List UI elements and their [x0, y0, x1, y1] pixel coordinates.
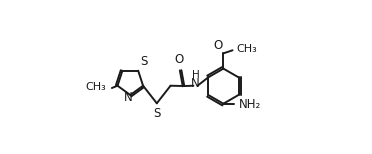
Text: CH₃: CH₃ [236, 44, 257, 54]
Text: N: N [191, 77, 200, 90]
Text: N: N [124, 91, 133, 104]
Text: CH₃: CH₃ [85, 82, 106, 92]
Text: H: H [192, 70, 200, 80]
Text: NH₂: NH₂ [239, 98, 261, 111]
Text: O: O [174, 53, 184, 66]
Text: O: O [213, 38, 222, 52]
Text: S: S [140, 55, 147, 68]
Text: S: S [153, 107, 160, 120]
